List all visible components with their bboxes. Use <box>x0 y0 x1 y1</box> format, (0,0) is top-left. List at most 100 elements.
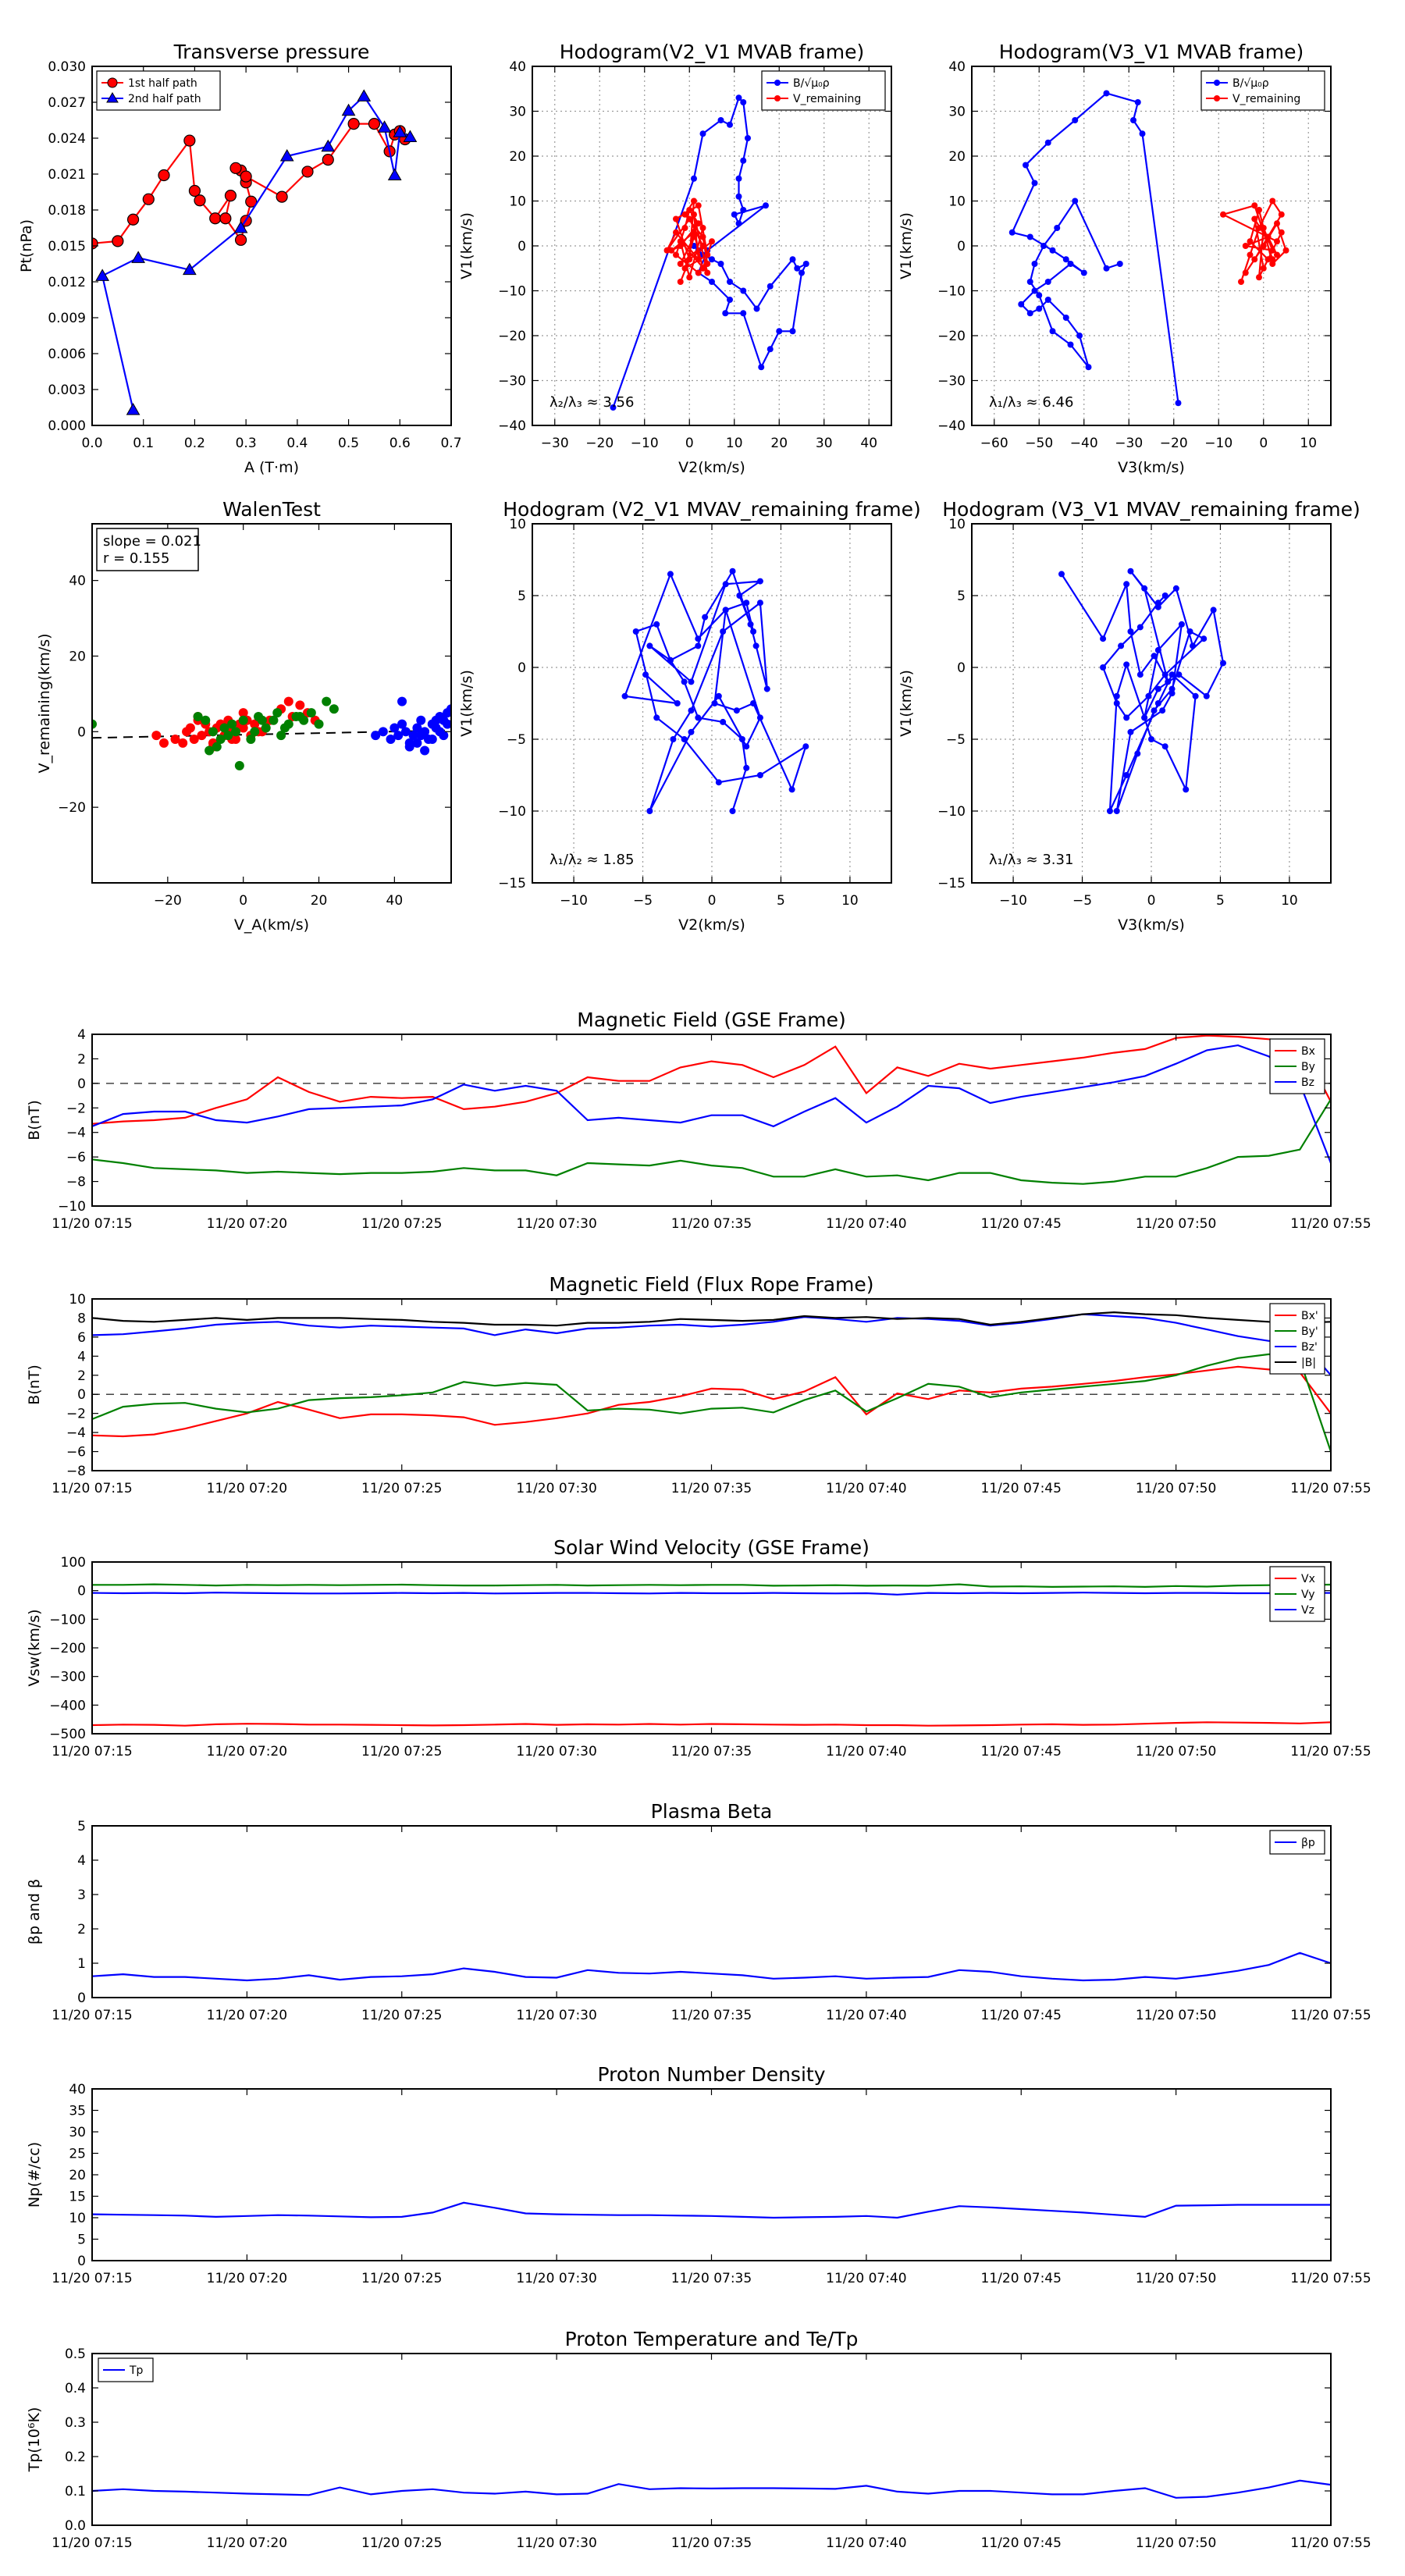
y-tick-label: −10 <box>937 284 966 300</box>
plot-frame <box>91 2353 1332 2526</box>
data-point <box>750 628 757 635</box>
x-tick-label: 0.6 <box>389 436 411 451</box>
x-tick-label: 0.3 <box>236 436 257 451</box>
y-tick-label: −5 <box>507 732 526 748</box>
y-axis-label: V_remaining(km/s) <box>36 633 53 773</box>
data-point <box>279 723 290 733</box>
data-point <box>1242 243 1249 249</box>
chart-title: Magnetic Field (GSE Frame) <box>577 1009 845 1031</box>
y-tick-label: 0 <box>77 724 86 740</box>
data-point <box>1269 261 1276 267</box>
data-point <box>158 169 170 182</box>
legend-label: Bx <box>1301 1045 1315 1058</box>
x-tick-label: 11/20 07:50 <box>1136 2535 1216 2551</box>
y-tick-label: 0 <box>957 239 966 254</box>
data-point <box>416 715 426 725</box>
x-tick-label: 0 <box>1259 436 1268 451</box>
data-point <box>1076 333 1083 339</box>
y-tick-label: −4 <box>66 1126 86 1141</box>
data-point <box>686 256 693 263</box>
y-axis-label: βp and β <box>26 1879 43 1944</box>
x-tick-label: 11/20 07:35 <box>671 2008 752 2023</box>
data-point <box>238 708 248 718</box>
y-tick-label: 35 <box>69 2104 86 2119</box>
data-point <box>767 346 774 353</box>
x-tick-label: 11/20 07:45 <box>981 2271 1062 2286</box>
x-tick-label: 11/20 07:55 <box>1290 2271 1371 2286</box>
x-tick-label: −10 <box>631 436 659 451</box>
data-point <box>735 193 742 200</box>
x-tick-label: 11/20 07:25 <box>361 1744 442 1759</box>
x-tick-label: 11/20 07:15 <box>52 1744 132 1759</box>
data-point <box>389 723 400 733</box>
y-tick-label: 4 <box>77 1349 86 1364</box>
x-tick-label: 11/20 07:15 <box>52 1216 132 1232</box>
x-tick-label: 11/20 07:25 <box>361 1216 442 1232</box>
plot-area <box>92 2201 1331 2219</box>
x-tick-label: 11/20 07:30 <box>516 1744 596 1759</box>
y-tick-label: −400 <box>49 1698 86 1713</box>
series-line-vx <box>92 1721 1331 1727</box>
y-tick-label: −20 <box>937 329 966 344</box>
data-point <box>368 118 381 130</box>
legend-marker <box>774 80 781 86</box>
y-tick-label: 10 <box>509 517 526 532</box>
x-tick-label: 0 <box>685 436 694 451</box>
data-point <box>727 297 733 303</box>
data-point <box>261 723 271 733</box>
data-point <box>691 211 697 218</box>
data-point <box>1192 692 1199 699</box>
y-tick-label: 20 <box>69 649 86 664</box>
data-point <box>735 94 742 101</box>
chart-mag_gse: Magnetic Field (GSE Frame) 11/20 07:15 11/… <box>26 1009 1371 1232</box>
x-tick-label: 11/20 07:30 <box>516 2271 596 2286</box>
data-point <box>1260 243 1267 249</box>
data-point <box>695 714 702 721</box>
y-tick-label: 4 <box>77 1853 86 1869</box>
plot-frame <box>971 66 1332 426</box>
y-tick-label: −20 <box>58 800 86 816</box>
data-point <box>1148 736 1154 742</box>
x-tick-label: 0.0 <box>81 436 102 451</box>
data-point <box>722 310 729 317</box>
series-line-p <box>92 1952 1331 1982</box>
data-point <box>642 671 649 678</box>
x-tick-label: 11/20 07:50 <box>1136 1481 1216 1496</box>
data-point <box>695 635 702 642</box>
data-point <box>1183 786 1190 793</box>
data-point <box>1186 628 1193 635</box>
data-point <box>224 190 237 202</box>
data-point <box>1176 671 1183 678</box>
y-tick-label: 5 <box>77 2233 86 2248</box>
x-tick-label: −60 <box>980 436 1008 451</box>
x-tick-label: 11/20 07:55 <box>1290 1744 1371 1759</box>
data-point <box>1165 678 1172 685</box>
y-tick-label: 100 <box>61 1555 86 1571</box>
data-point <box>301 165 314 178</box>
data-point <box>673 251 679 258</box>
data-point <box>1251 256 1258 263</box>
data-point <box>1260 225 1267 231</box>
data-point <box>1278 229 1285 236</box>
series-line-bz <box>92 1044 1331 1164</box>
chart-title: Proton Number Density <box>598 2063 826 2086</box>
data-point <box>1247 238 1254 245</box>
series-line-2ndhalfpath <box>101 94 411 411</box>
x-tick-label: 11/20 07:25 <box>361 1481 442 1496</box>
plot-frame <box>91 1825 1332 1998</box>
y-tick-label: 0.024 <box>48 131 86 147</box>
chart-title: Proton Temperature and Te/Tp <box>565 2328 859 2350</box>
stats-line: r = 0.155 <box>103 550 169 567</box>
plot-area <box>92 1034 1331 1185</box>
series-line-vy <box>92 1583 1331 1589</box>
data-point <box>1161 592 1168 599</box>
data-point <box>1251 202 1258 209</box>
data-point <box>295 711 305 721</box>
x-tick-label: 0 <box>1147 893 1156 909</box>
data-point <box>400 727 411 737</box>
plot-frame <box>91 1298 1332 1471</box>
x-tick-label: 30 <box>816 436 833 451</box>
data-point <box>250 727 260 737</box>
legend-label: Tp <box>129 2364 144 2377</box>
data-point <box>194 194 206 207</box>
